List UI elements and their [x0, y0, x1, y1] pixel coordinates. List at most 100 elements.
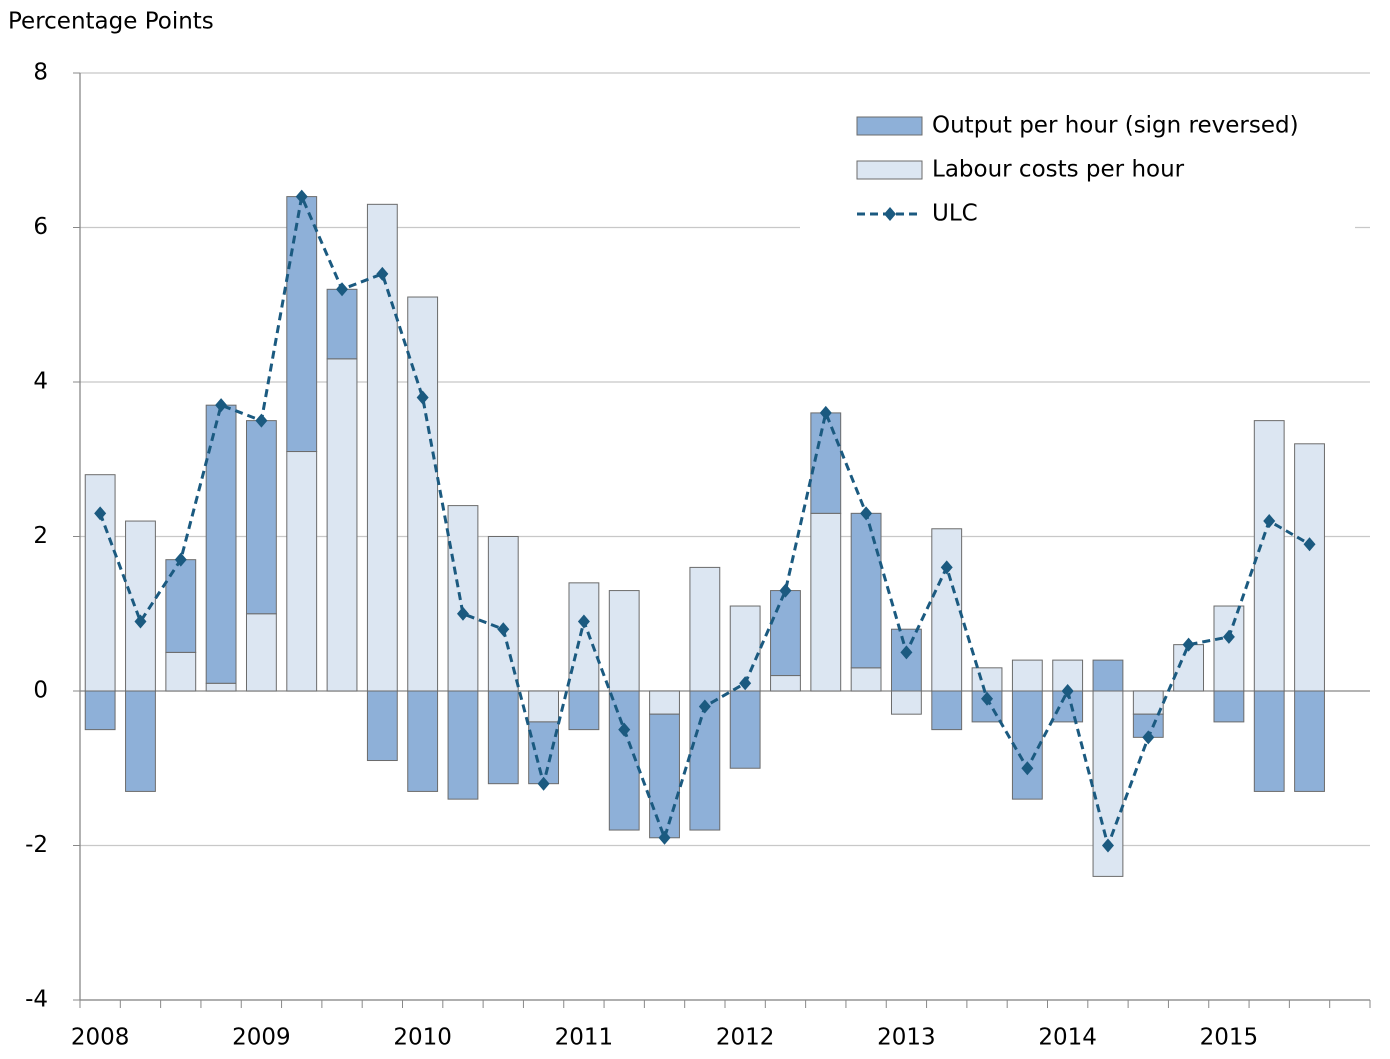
- marker: [497, 622, 510, 637]
- bar: [729, 690, 761, 769]
- marker: [174, 552, 187, 567]
- bar: [890, 690, 922, 715]
- bar: [447, 690, 479, 800]
- marker: [456, 606, 469, 621]
- bar: [1294, 443, 1325, 692]
- bar: [850, 512, 882, 669]
- bar: [689, 690, 721, 831]
- marker: [779, 583, 792, 598]
- marker: [376, 266, 389, 281]
- bar: [770, 675, 801, 692]
- legend-swatch: [856, 160, 923, 180]
- marker: [416, 390, 429, 405]
- x-tick-label: 2010: [393, 1025, 452, 1051]
- bar: [1253, 420, 1285, 692]
- marker: [134, 614, 147, 629]
- marker: [860, 506, 873, 521]
- bar: [850, 667, 882, 692]
- bar: [649, 713, 680, 839]
- legend-label: Output per hour (sign reversed): [932, 113, 1299, 139]
- bar: [810, 412, 842, 514]
- marker: [537, 776, 550, 791]
- bar: [890, 628, 922, 692]
- marker: [295, 189, 308, 204]
- legend-label: Labour costs per hour: [932, 157, 1185, 183]
- marker: [215, 398, 228, 413]
- x-tick-label: 2014: [1038, 1025, 1097, 1051]
- marker: [336, 282, 349, 297]
- y-tick-label: 4: [33, 369, 48, 395]
- bar: [125, 690, 156, 792]
- marker: [1182, 637, 1195, 652]
- bar: [205, 682, 237, 692]
- marker: [1222, 629, 1235, 644]
- bar: [245, 420, 277, 615]
- marker: [940, 560, 953, 575]
- marker: [255, 413, 268, 428]
- bar: [931, 690, 963, 731]
- bar: [286, 451, 318, 692]
- bar: [1253, 690, 1285, 792]
- legend-swatch: [856, 116, 923, 136]
- y-axis-title: Percentage Points: [8, 9, 214, 35]
- bar: [810, 512, 842, 692]
- legend-label: ULC: [932, 201, 978, 227]
- bar: [528, 721, 560, 785]
- marker: [1061, 684, 1074, 698]
- bar: [770, 590, 801, 677]
- bar: [366, 690, 398, 762]
- x-tick-label: 2012: [716, 1025, 775, 1051]
- marker: [1101, 838, 1114, 853]
- y-tick-label: -2: [25, 832, 48, 858]
- x-tick-label: 2011: [555, 1025, 614, 1051]
- bar: [1213, 605, 1245, 692]
- bar: [407, 690, 439, 792]
- marker: [819, 405, 832, 420]
- x-tick-label: 2015: [1200, 1025, 1259, 1051]
- marker: [981, 691, 994, 706]
- marker: [739, 676, 752, 691]
- x-tick-label: 2009: [232, 1025, 291, 1051]
- bar: [245, 613, 277, 692]
- y-tick-label: 0: [33, 678, 48, 704]
- bar: [689, 566, 721, 692]
- marker: [577, 614, 590, 629]
- bar: [568, 690, 600, 731]
- bar: [84, 690, 116, 731]
- marker: [1142, 730, 1155, 745]
- bar: [205, 404, 237, 684]
- marker: [658, 830, 671, 845]
- y-tick-label: -4: [25, 987, 48, 1013]
- bar: [931, 528, 963, 692]
- bar: [326, 288, 358, 360]
- marker: [900, 645, 913, 660]
- legend-swatch: [884, 207, 896, 221]
- bar: [366, 203, 398, 692]
- bar: [1294, 690, 1325, 792]
- bar: [1011, 659, 1043, 692]
- y-tick-label: 6: [33, 214, 48, 240]
- x-tick-label: 2013: [877, 1025, 936, 1051]
- bar: [971, 667, 1003, 692]
- bar: [447, 505, 479, 692]
- y-tick-label: 2: [33, 523, 48, 549]
- bar: [568, 582, 600, 692]
- marker: [1303, 537, 1316, 552]
- marker: [618, 722, 631, 737]
- bar: [729, 605, 761, 692]
- y-tick-label: 8: [33, 60, 48, 86]
- marker: [94, 506, 107, 521]
- x-tick-label: 2008: [71, 1025, 130, 1051]
- bar: [649, 690, 680, 715]
- bar: [1213, 690, 1245, 723]
- bar: [487, 536, 519, 692]
- marker: [698, 699, 711, 714]
- marker: [1263, 514, 1276, 529]
- bar: [165, 651, 197, 692]
- bar: [1092, 659, 1124, 692]
- bar: [528, 690, 560, 723]
- marker: [1021, 761, 1034, 776]
- bar: [608, 590, 640, 692]
- bar: [407, 296, 439, 692]
